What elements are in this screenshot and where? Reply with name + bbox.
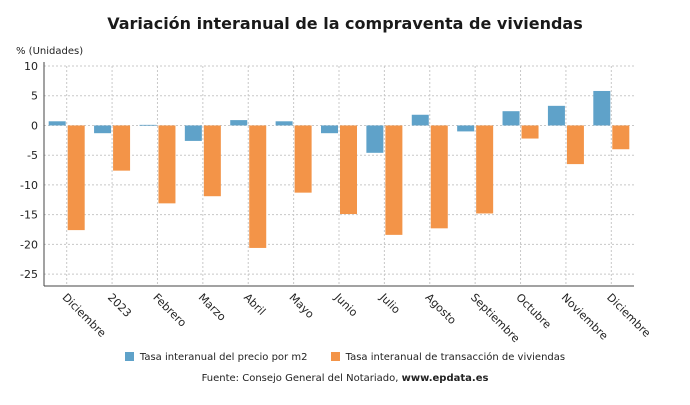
source-note: Fuente: Consejo General del Notariado, w… (0, 373, 690, 384)
chart-title: Variación interanual de la compraventa d… (107, 14, 583, 33)
bar-transactions (158, 125, 176, 204)
bar-price (547, 105, 565, 126)
source-prefix: Fuente: Consejo General del Notariado, (201, 373, 402, 384)
x-tick-label: Diciembre (604, 291, 653, 340)
x-tick-label: Noviembre (559, 291, 611, 343)
x-tick-label: Marzo (196, 291, 229, 324)
bar-price (139, 124, 157, 126)
y-tick-label: -25 (20, 268, 38, 281)
legend-label-price: Tasa interanual del precio por m2 (139, 352, 308, 363)
bar-transactions (249, 125, 267, 248)
x-tick-label: Abril (241, 291, 268, 318)
bar-price (593, 90, 611, 126)
bar-price (230, 120, 248, 126)
bar-transactions (203, 125, 221, 197)
bar-price (94, 125, 112, 134)
bar-price (457, 125, 475, 132)
bar-price (366, 125, 384, 153)
axes (43, 62, 634, 287)
bar-price (411, 114, 429, 126)
x-tick-label: 2023 (105, 291, 134, 320)
x-tick-label: Junio (331, 290, 360, 319)
bar-transactions (294, 125, 312, 193)
legend-item-price[interactable]: Tasa interanual del precio por m2 (124, 352, 308, 363)
x-tick-label: Julio (377, 290, 403, 316)
bar-transactions (476, 125, 494, 214)
legend: Tasa interanual del precio por m2 Tasa i… (0, 352, 690, 364)
bar-transactions (612, 125, 630, 150)
bar-transactions (521, 125, 539, 139)
legend-label-transactions: Tasa interanual de transacción de vivien… (345, 352, 566, 363)
bar-transactions (67, 125, 85, 231)
x-tick-label: Octubre (513, 291, 553, 331)
y-tick-label: -10 (20, 179, 38, 192)
y-tick-label: 10 (24, 60, 38, 73)
bar-price (502, 111, 520, 126)
legend-swatch-price (124, 352, 134, 361)
y-tick-label: -5 (27, 149, 38, 162)
bar-price (48, 121, 66, 126)
bar-transactions (566, 125, 584, 165)
bar-transactions (113, 125, 131, 171)
bar-transactions (340, 125, 357, 215)
x-tick-label: Febrero (150, 291, 189, 330)
bar-price (184, 125, 202, 141)
y-tick-labels: 10 5 0 -5 -10 -15 -20 -25 (20, 60, 38, 281)
y-tick-label: -20 (20, 238, 38, 251)
legend-item-transactions[interactable]: Tasa interanual de transacción de vivien… (330, 352, 566, 363)
y-axis-label: % (Unidades) (16, 46, 84, 57)
x-tick-label: Diciembre (60, 291, 109, 340)
y-tick-label: 0 (31, 119, 38, 132)
bar-transactions (385, 125, 403, 235)
y-tick-label: 5 (31, 90, 38, 103)
legend-swatch-transactions (330, 352, 340, 361)
bar-price (321, 125, 338, 134)
x-tick-label: Mayo (286, 291, 316, 321)
bar-price (275, 121, 293, 126)
bar-group (48, 90, 630, 248)
grid-lines (44, 65, 634, 286)
source-site: www.epdata.es (401, 373, 489, 384)
bar-transactions (430, 125, 448, 229)
x-tick-label: Agosto (423, 291, 459, 327)
y-tick-label: -15 (20, 209, 38, 222)
